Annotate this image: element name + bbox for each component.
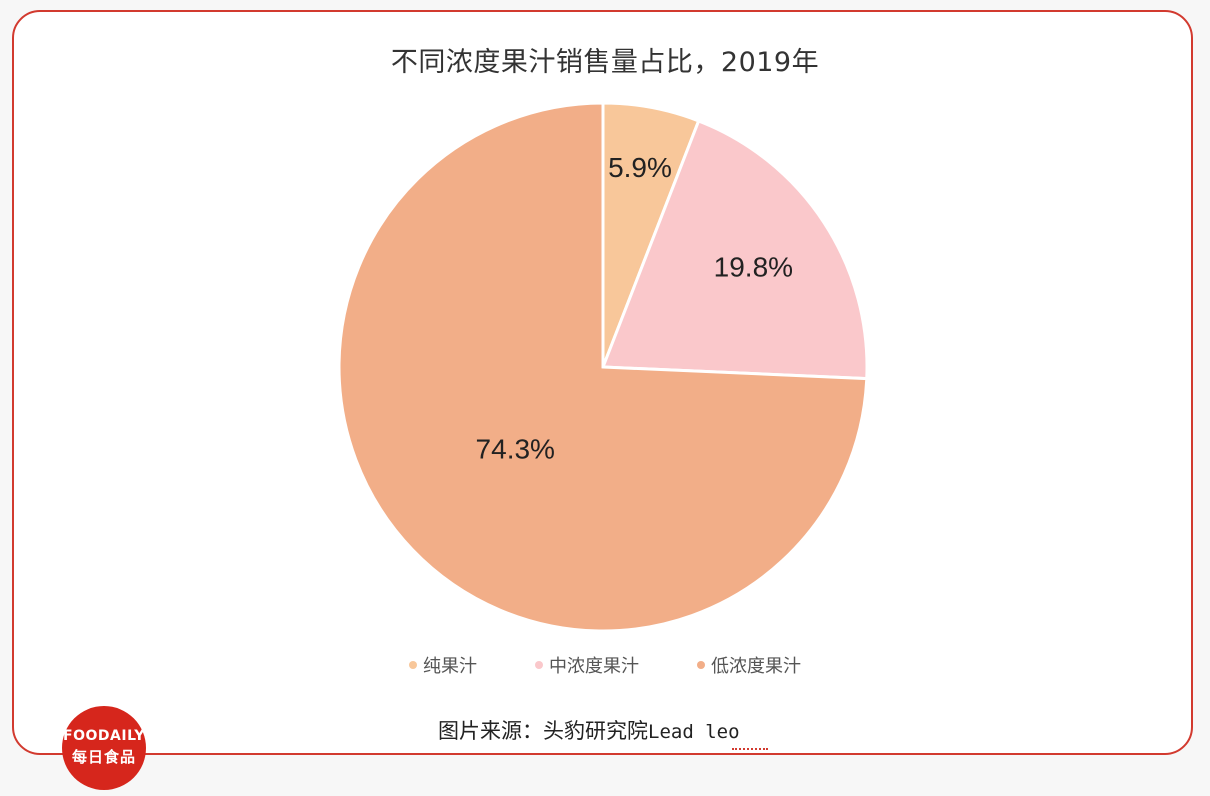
legend-swatch-3: [697, 661, 705, 669]
pie-slice-3: [337, 101, 869, 633]
pie-slice-2: [600, 118, 869, 381]
logo-text-cn: 每日食品: [71, 748, 136, 766]
legend-item-2: 中浓度果汁: [535, 652, 639, 678]
legend-label-3: 低浓度果汁: [711, 656, 801, 677]
data-label-3: 74.3%: [476, 433, 555, 464]
data-label-2: 19.8%: [714, 251, 793, 282]
spellcheck-underline: [732, 744, 768, 750]
data-label-1: 5.9%: [608, 152, 672, 183]
source-suffix: Lead leo: [648, 721, 740, 743]
legend-swatch-2: [535, 661, 543, 669]
source-caption: 图片来源：头豹研究院Lead leo: [438, 715, 740, 745]
chart-title: 不同浓度果汁销售量占比，2019年: [390, 47, 820, 78]
legend-item-3: 低浓度果汁: [697, 652, 801, 678]
legend-label-2: 中浓度果汁: [549, 656, 639, 677]
legend-item-1: 纯果汁: [409, 652, 477, 678]
logo-text-en: FOODAILY: [63, 728, 145, 744]
source-prefix: 图片来源：头豹研究院: [438, 719, 648, 743]
legend-label-1: 纯果汁: [423, 656, 477, 677]
chart-legend: 纯果汁 中浓度果汁 低浓度果汁: [0, 652, 1210, 678]
legend-swatch-1: [409, 661, 417, 669]
foodaily-logo: FOODAILY 每日食品: [62, 706, 146, 790]
